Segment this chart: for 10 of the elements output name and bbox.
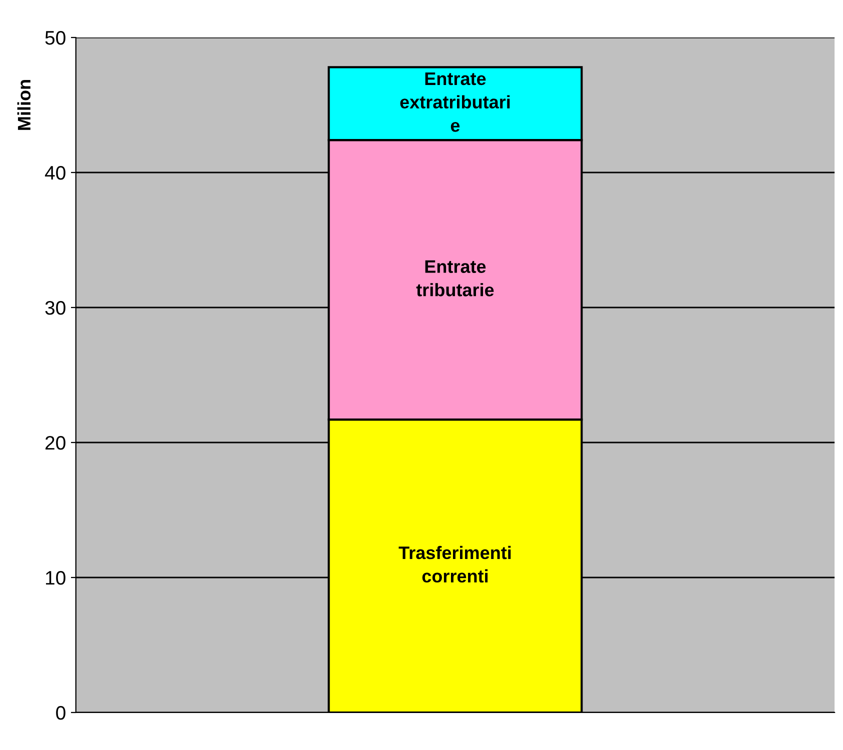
y-tick-label: 20: [46, 436, 66, 450]
y-tick-label: 30: [45, 300, 66, 315]
series-label: Entrate tributarie: [416, 260, 494, 296]
y-tick-label: 50: [45, 30, 66, 45]
series-label: Entrate extratributari e: [400, 72, 510, 132]
series-label: Trasferimenti correnti: [398, 546, 511, 583]
y-axis-title: Milion: [17, 80, 31, 130]
y-tick-label: 0: [56, 706, 66, 720]
y-tick-label: 10: [46, 570, 66, 585]
y-tick-label: 40: [44, 166, 66, 180]
